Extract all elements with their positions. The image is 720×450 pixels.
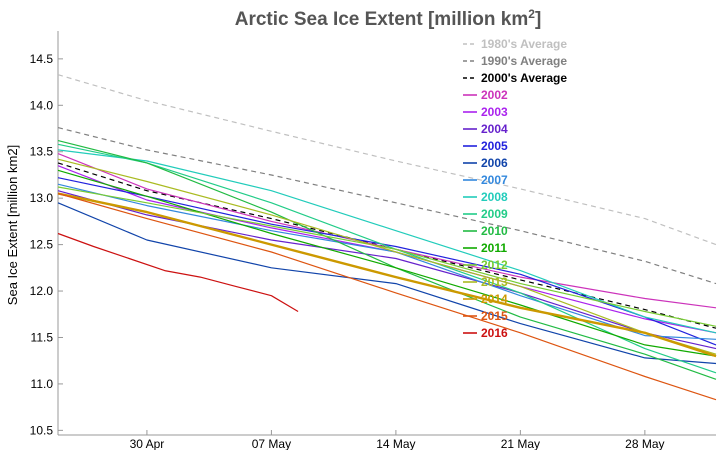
series-line [57,183,717,340]
legend-label: 2008 [481,190,508,204]
x-tick-label: 21 May [501,437,540,450]
legend-label: 1990's Average [481,54,567,68]
series-line [57,153,717,309]
chart-title: Arctic Sea Ice Extent [million km2] [235,7,542,30]
legend-label: 2007 [481,173,508,187]
legend-label: 2011 [481,241,507,255]
y-tick-label: 11.0 [31,377,54,391]
x-tick-label: 30 Apr [130,437,165,450]
series-line [57,232,299,313]
y-tick-label: 12.0 [30,284,54,298]
y-tick-label: 11.5 [31,330,54,344]
legend-label: 2005 [481,139,508,153]
y-tick-label: 13.0 [30,191,54,205]
y-tick-label: 10.5 [30,423,54,437]
series-line [57,169,717,357]
legend-label: 2016 [481,326,508,340]
series-line [57,143,717,374]
series-line [57,192,717,358]
legend-label: 2009 [481,207,508,221]
series-line [57,127,717,285]
legend-label: 2003 [481,105,508,119]
y-tick-label: 14.5 [30,52,54,66]
series-line [57,186,717,327]
legend-label: 2000's Average [481,71,567,85]
legend-label: 2004 [481,122,508,136]
x-tick-label: 07 May [252,437,291,450]
plot-area: 10.5 11.0 11.5 12.0 12.5 13.0 13.5 14.0 14.5 30 A… [30,31,717,450]
legend-label: 2014 [481,292,508,306]
series-line [57,140,717,380]
legend-label: 1980's Average [481,37,567,51]
legend-label: 2012 [481,258,508,272]
series-line [57,192,717,401]
legend-label: 2010 [481,224,508,238]
legend-label: 2015 [481,309,508,323]
x-tick-label: 14 May [376,437,415,450]
series-line [57,74,717,246]
legend-label: 2002 [481,88,508,102]
y-axis-label: Sea Ice Extent [million km2] [5,145,20,305]
legend-label: 2006 [481,156,508,170]
y-tick-label: 12.5 [30,238,54,252]
y-tick-label: 13.5 [30,145,54,159]
x-tick-label: 28 May [625,437,664,450]
y-tick-label: 14.0 [30,98,54,112]
legend-label: 2013 [481,275,508,289]
series-line [57,202,717,365]
series-line [57,149,717,334]
series-line [57,162,717,329]
